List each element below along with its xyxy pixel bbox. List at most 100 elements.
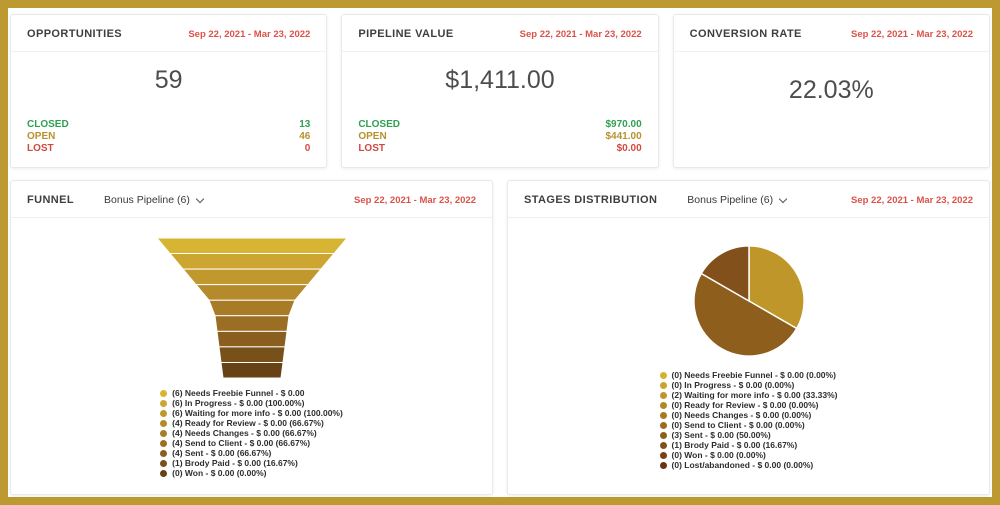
funnel-stage-slice[interactable] (181, 268, 322, 286)
legend-label: (0) Needs Freebie Funnel - $ 0.00 (0.00%… (671, 370, 836, 380)
stat-label: CLOSED (358, 119, 400, 130)
funnel-card: FUNNEL Bonus Pipeline (6) Sep 22, 2021 -… (10, 180, 493, 495)
dashboard: OPPORTUNITIES Sep 22, 2021 - Mar 23, 202… (8, 8, 992, 497)
conversion-rate-card: CONVERSION RATE Sep 22, 2021 - Mar 23, 2… (672, 14, 990, 168)
legend-item[interactable]: (6) Waiting for more info - $ 0.00 (100.… (160, 408, 343, 418)
pie-slice[interactable] (747, 245, 805, 330)
pie-slice[interactable] (692, 272, 798, 357)
stat-row: LOST 0 (27, 143, 310, 155)
legend-dot (659, 391, 667, 399)
legend-item[interactable]: (0) In Progress - $ 0.00 (0.00%) (659, 380, 838, 390)
legend-item[interactable]: (0) Needs Changes - $ 0.00 (0.00%) (659, 410, 838, 420)
stat-label: OPEN (27, 131, 56, 142)
legend-item[interactable]: (4) Send to Client - $ 0.00 (66.67%) (160, 438, 343, 448)
card-title: PIPELINE VALUE (358, 28, 454, 40)
funnel-legend: (6) Needs Freebie Funnel - $ 0.00 (6) In … (160, 388, 343, 478)
legend-label: (0) Needs Changes - $ 0.00 (0.00%) (671, 410, 812, 420)
stat-row: OPEN 46 (27, 131, 310, 143)
legend-item[interactable]: (6) Needs Freebie Funnel - $ 0.00 (160, 388, 343, 398)
stat-label: CLOSED (27, 119, 69, 130)
card-header: CONVERSION RATE Sep 22, 2021 - Mar 23, 2… (673, 15, 989, 52)
pipeline-selector[interactable]: Bonus Pipeline (6) (104, 194, 205, 206)
card-header: STAGES DISTRIBUTION Bonus Pipeline (6) S… (508, 181, 989, 218)
stat-value: $0.00 (616, 143, 642, 154)
legend-item[interactable]: (1) Brody Paid - $ 0.00 (16.67%) (160, 458, 343, 468)
legend-label: (0) Won - $ 0.00 (0.00%) (172, 468, 267, 478)
stat-label: OPEN (358, 131, 387, 142)
stat-value: 0 (304, 143, 311, 154)
legend-item[interactable]: (3) Sent - $ 0.00 (50.00%) (659, 430, 838, 440)
funnel-chart-area: (6) Needs Freebie Funnel - $ 0.00 (6) In … (11, 218, 492, 494)
legend-item[interactable]: (4) Sent - $ 0.00 (66.67%) (160, 448, 343, 458)
funnel-stage-slice[interactable] (155, 238, 348, 255)
legend-item[interactable]: (0) Won - $ 0.00 (0.00%) (659, 450, 838, 460)
funnel-stage-slice[interactable] (168, 253, 335, 270)
funnel-stage-slice[interactable] (217, 346, 286, 363)
legend-label: (2) Waiting for more info - $ 0.00 (33.3… (671, 390, 838, 400)
legend-dot (659, 461, 667, 469)
stat-row: OPEN $441.00 (358, 131, 641, 143)
card-body: 59 CLOSED 13 OPEN 46 LOST 0 (11, 52, 326, 167)
legend-dot (659, 401, 667, 409)
funnel-stage-slice[interactable] (194, 284, 309, 301)
legend-dot (659, 431, 667, 439)
card-header: PIPELINE VALUE Sep 22, 2021 - Mar 23, 20… (342, 15, 658, 52)
legend-label: (4) Send to Client - $ 0.00 (66.67%) (172, 438, 311, 448)
legend-item[interactable]: (1) Brody Paid - $ 0.00 (16.67%) (659, 440, 838, 450)
legend-item[interactable]: (0) Needs Freebie Funnel - $ 0.00 (0.00%… (659, 370, 838, 380)
stat-row: CLOSED $970.00 (358, 119, 641, 131)
legend-dot (160, 469, 168, 477)
charts-row: FUNNEL Bonus Pipeline (6) Sep 22, 2021 -… (10, 180, 990, 495)
legend-label: (4) Needs Changes - $ 0.00 (66.67%) (172, 428, 317, 438)
funnel-chart (155, 238, 348, 378)
date-range: Sep 22, 2021 - Mar 23, 2022 (851, 194, 973, 206)
legend-item[interactable]: (0) Ready for Review - $ 0.00 (0.00%) (659, 400, 838, 410)
legend-dot (659, 371, 667, 379)
legend-item[interactable]: (0) Send to Client - $ 0.00 (0.00%) (659, 420, 838, 430)
conversion-rate-total: 22.03% (788, 76, 874, 104)
pipeline-value-total: $1,411.00 (445, 66, 555, 94)
legend-item[interactable]: (6) In Progress - $ 0.00 (100.00%) (160, 398, 343, 408)
card-header: FUNNEL Bonus Pipeline (6) Sep 22, 2021 -… (11, 181, 492, 218)
funnel-stage-slice[interactable] (219, 361, 284, 378)
legend-dot (160, 409, 168, 417)
stat-value: $970.00 (605, 119, 642, 130)
legend-item[interactable]: (0) Won - $ 0.00 (0.00%) (160, 468, 343, 478)
legend-dot (659, 381, 667, 389)
stages-chart-area: (0) Needs Freebie Funnel - $ 0.00 (0.00%… (508, 218, 989, 494)
legend-label: (1) Brody Paid - $ 0.00 (16.67%) (671, 440, 798, 450)
legend-dot (160, 449, 168, 457)
card-title: STAGES DISTRIBUTION (524, 194, 658, 206)
legend-label: (6) In Progress - $ 0.00 (100.00%) (172, 398, 305, 408)
stat-label: LOST (27, 143, 54, 154)
legend-item[interactable]: (4) Ready for Review - $ 0.00 (66.67%) (160, 418, 343, 428)
legend-label: (0) Send to Client - $ 0.00 (0.00%) (671, 420, 805, 430)
legend-label: (0) Won - $ 0.00 (0.00%) (671, 450, 766, 460)
summary-row: OPPORTUNITIES Sep 22, 2021 - Mar 23, 202… (10, 14, 990, 168)
legend-item[interactable]: (2) Waiting for more info - $ 0.00 (33.3… (659, 390, 838, 400)
legend-dot (160, 459, 168, 467)
stages-distribution-card: STAGES DISTRIBUTION Bonus Pipeline (6) S… (507, 180, 990, 495)
funnel-stage-slice[interactable] (207, 299, 296, 317)
card-title: FUNNEL (27, 194, 75, 206)
legend-label: (1) Brody Paid - $ 0.00 (16.67%) (172, 458, 298, 468)
funnel-stage-slice[interactable] (215, 330, 288, 348)
legend-label: (6) Needs Freebie Funnel - $ 0.00 (172, 388, 305, 398)
funnel-stage-slice[interactable] (213, 315, 290, 332)
legend-dot (160, 389, 168, 397)
opportunities-breakdown: CLOSED 13 OPEN 46 LOST 0 (11, 119, 326, 167)
legend-item[interactable]: (0) Lost/abandoned - $ 0.00 (0.00%) (659, 460, 838, 470)
stat-row: CLOSED 13 (27, 119, 310, 131)
opportunities-total: 59 (154, 66, 183, 94)
legend-label: (0) Lost/abandoned - $ 0.00 (0.00%) (671, 460, 814, 470)
legend-label: (0) Ready for Review - $ 0.00 (0.00%) (671, 400, 819, 410)
legend-label: (3) Sent - $ 0.00 (50.00%) (671, 430, 771, 440)
legend-item[interactable]: (4) Needs Changes - $ 0.00 (66.67%) (160, 428, 343, 438)
pie-slice[interactable] (699, 245, 750, 303)
legend-label: (6) Waiting for more info - $ 0.00 (100.… (172, 408, 343, 418)
chevron-down-icon (195, 194, 205, 203)
card-header: OPPORTUNITIES Sep 22, 2021 - Mar 23, 202… (11, 15, 327, 52)
pipeline-selector[interactable]: Bonus Pipeline (6) (687, 194, 788, 206)
pipeline-value-card: PIPELINE VALUE Sep 22, 2021 - Mar 23, 20… (341, 14, 659, 168)
